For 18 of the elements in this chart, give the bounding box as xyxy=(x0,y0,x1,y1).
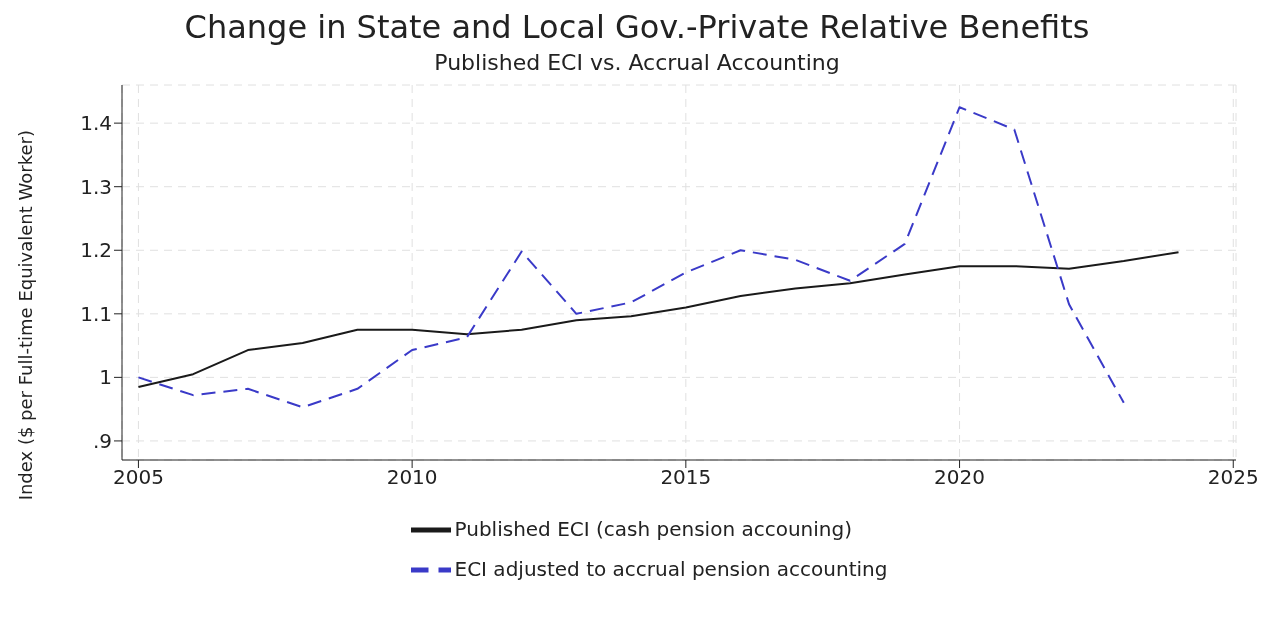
line-series xyxy=(137,251,1180,388)
y-tick-label: 1.4 xyxy=(80,111,112,136)
y-tick-label: 1.2 xyxy=(80,238,112,263)
y-axis-title: Index ($ per Full-time Equivalent Worker) xyxy=(14,129,36,501)
y-tick-label: 1.1 xyxy=(80,301,112,326)
chart-subtitle: Published ECI vs. Accrual Accounting xyxy=(433,50,841,75)
y-tick-label: .9 xyxy=(92,429,112,454)
x-tick-label: 2005 xyxy=(112,465,164,490)
x-tick-label: 2025 xyxy=(1207,465,1259,490)
y-tick-label: 1 xyxy=(99,365,112,390)
x-tick-label: 2015 xyxy=(660,465,712,490)
legend-label: Published ECI (cash pension accouning) xyxy=(454,516,853,541)
chart-title: Change in State and Local Gov.-Private Relative Benefits xyxy=(183,8,1091,46)
line-series xyxy=(137,106,1125,409)
legend-label: ECI adjusted to accrual pension accounting xyxy=(454,556,888,581)
x-tick-label: 2020 xyxy=(934,465,986,490)
x-tick-label: 2010 xyxy=(386,465,438,490)
y-tick-label: 1.3 xyxy=(80,174,112,199)
